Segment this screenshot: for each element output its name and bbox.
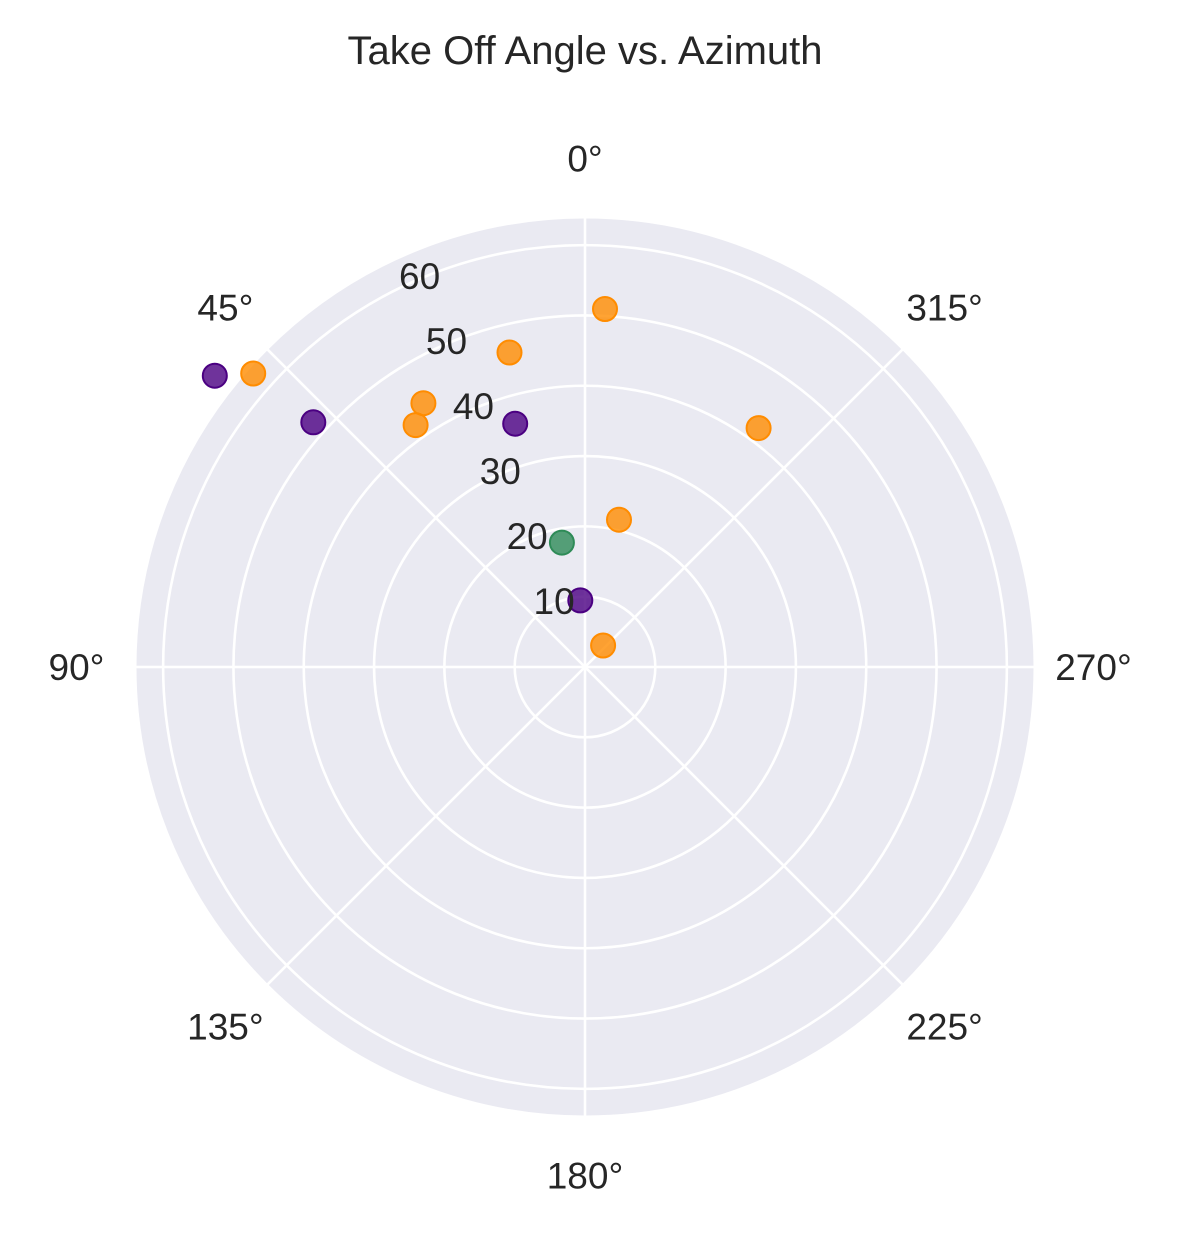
azimuth-tick-label-180: 180° xyxy=(547,1156,624,1197)
data-point-s0-5 xyxy=(745,415,772,442)
azimuth-tick-labels: 0° 45° 90° 135° 180° 225° 270° 315° xyxy=(49,139,1132,1197)
radial-tick-label-20: 20 xyxy=(507,516,548,557)
azimuth-gridline-225 xyxy=(584,666,905,987)
data-point-s1-2 xyxy=(502,410,529,437)
data-point-s0-0 xyxy=(592,296,618,322)
data-point-s1-3 xyxy=(567,587,594,614)
azimuth-tick-label-315: 315° xyxy=(906,287,983,328)
azimuth-tick-label-135: 135° xyxy=(187,1007,264,1048)
azimuth-tick-label-270: 270° xyxy=(1055,647,1132,688)
radial-tick-label-50: 50 xyxy=(426,321,467,362)
polar-grid xyxy=(133,215,1037,1119)
data-points xyxy=(201,296,772,659)
azimuth-gridline-45 xyxy=(265,347,586,668)
azimuth-tick-label-225: 225° xyxy=(906,1007,983,1048)
data-point-s2-0 xyxy=(548,529,575,556)
polar-frame xyxy=(133,215,1037,1119)
radial-tick-labels: 10 20 30 40 50 60 xyxy=(399,256,575,622)
radial-tick-label-10: 10 xyxy=(534,581,575,622)
chart-title: Take Off Angle vs. Azimuth xyxy=(347,29,822,73)
data-point-s1-1 xyxy=(300,409,327,436)
data-point-s0-2 xyxy=(496,339,523,366)
azimuth-tick-label-90: 90° xyxy=(49,647,105,688)
radial-tick-label-40: 40 xyxy=(453,386,494,427)
data-point-s1-0 xyxy=(201,362,228,389)
radial-tick-label-60: 60 xyxy=(399,256,440,297)
azimuth-tick-label-0: 0° xyxy=(567,139,602,180)
azimuth-tick-label-45: 45° xyxy=(197,287,253,328)
azimuth-gridline-315 xyxy=(584,347,905,668)
data-point-s0-7 xyxy=(590,632,617,659)
data-point-s0-6 xyxy=(606,506,632,533)
azimuth-gridline-135 xyxy=(265,666,586,987)
data-point-s0-3 xyxy=(410,390,437,417)
radial-tick-label-30: 30 xyxy=(480,451,521,492)
data-point-s0-4 xyxy=(402,412,429,439)
data-point-s0-1 xyxy=(240,360,267,387)
